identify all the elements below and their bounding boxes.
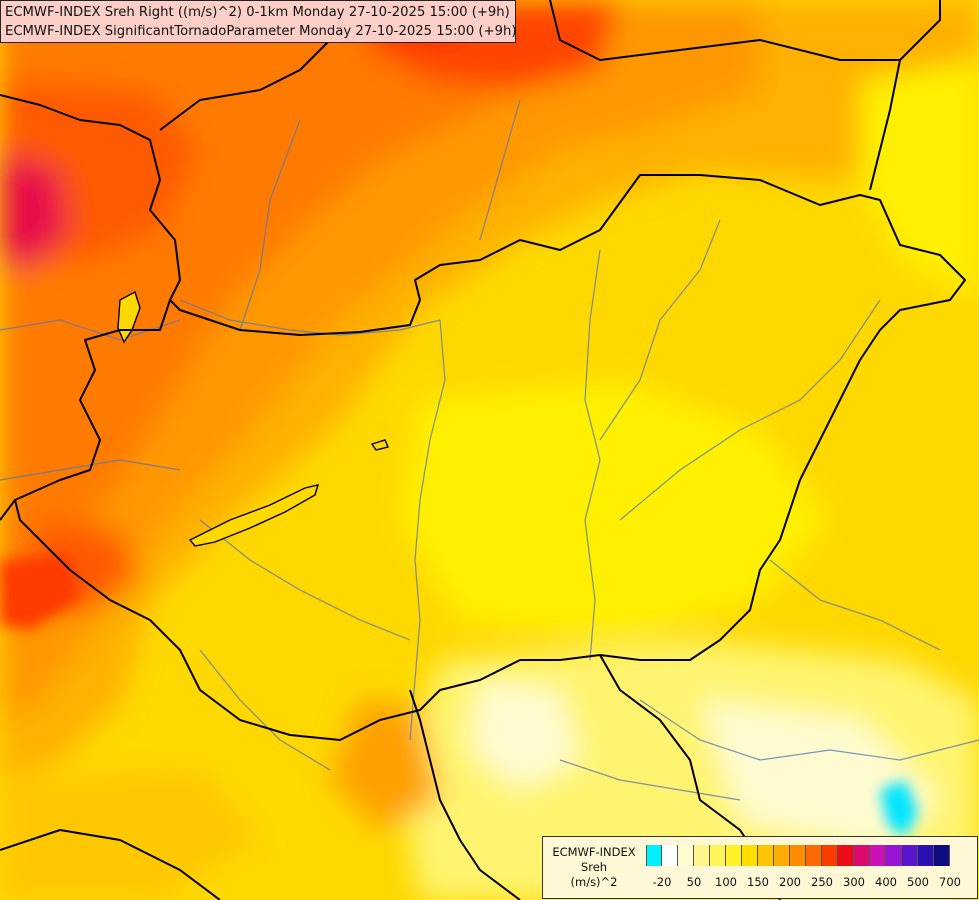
title-line-1: ECMWF-INDEX Sreh Right ((m/s)^2) 0-1km M… <box>5 5 510 20</box>
legend-swatch <box>838 845 854 866</box>
legend-swatch <box>902 845 918 866</box>
legend-swatch <box>886 845 902 866</box>
legend-tick-label: 500 <box>907 875 929 889</box>
legend-tick-label: 100 <box>715 875 737 889</box>
border-east <box>869 59 901 191</box>
legend-swatch <box>870 845 886 866</box>
legend-title: ECMWF-INDEX Sreh (m/s)^2 <box>545 845 643 890</box>
legend-swatch <box>662 845 678 866</box>
legend-swatch <box>646 845 662 866</box>
map-title-box: ECMWF-INDEX Sreh Right ((m/s)^2) 0-1km M… <box>0 0 516 43</box>
legend-swatch <box>918 845 934 866</box>
border-south <box>409 689 521 900</box>
legend-tick-label: 300 <box>843 875 865 889</box>
legend-ticks: -20 50 100 150 200 250 300 400 500 700 <box>543 875 979 891</box>
legend-unit: (m/s)^2 <box>570 875 618 889</box>
legend-swatch <box>774 845 790 866</box>
legend-variable: Sreh <box>580 860 608 874</box>
legend-swatch <box>726 845 742 866</box>
legend-tick-label: 250 <box>811 875 833 889</box>
legend-swatches <box>646 845 950 866</box>
legend-tick-label: -20 <box>652 875 672 889</box>
legend-swatch <box>790 845 806 866</box>
legend-tick-label: 200 <box>779 875 801 889</box>
legend-swatch <box>694 845 710 866</box>
border-north-east-2 <box>549 0 941 61</box>
legend-tick-label: 150 <box>747 875 769 889</box>
legend-swatch <box>806 845 822 866</box>
border-hungary <box>14 174 966 741</box>
colorbar-legend: ECMWF-INDEX Sreh (m/s)^2 -20 50 100 150 200 2… <box>542 836 978 899</box>
legend-swatch <box>710 845 726 866</box>
legend-tick-label: 400 <box>875 875 897 889</box>
lake-small <box>370 439 389 451</box>
legend-swatch <box>822 845 838 866</box>
title-line-2: ECMWF-INDEX SignificantTornadoParameter … <box>5 24 516 39</box>
lake-balaton <box>188 484 320 547</box>
border-south-west <box>0 829 221 900</box>
legend-swatch <box>854 845 870 866</box>
rivers <box>0 99 979 801</box>
legend-tick-label: 50 <box>686 875 702 889</box>
legend-swatch <box>742 845 758 866</box>
legend-swatch <box>758 845 774 866</box>
legend-tick-label: 700 <box>939 875 961 889</box>
border-west <box>0 499 16 521</box>
border-north <box>0 94 181 301</box>
legend-swatch <box>934 845 950 866</box>
legend-model: ECMWF-INDEX <box>552 845 636 859</box>
legend-swatch <box>678 845 694 866</box>
